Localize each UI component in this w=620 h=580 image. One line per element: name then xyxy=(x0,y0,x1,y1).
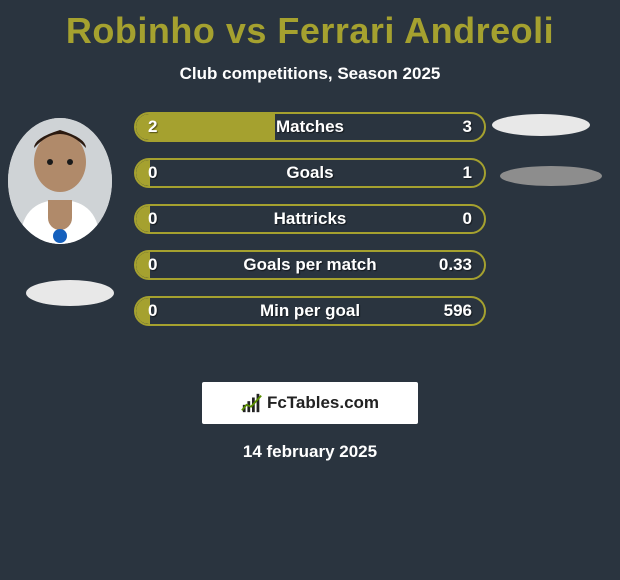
stat-row: 23Matches xyxy=(134,112,486,142)
page-title: Robinho vs Ferrari Andreoli xyxy=(0,0,620,52)
stat-row: 00.33Goals per match xyxy=(134,250,486,280)
stat-right-value: 596 xyxy=(444,301,472,321)
player-right-name-pill-2 xyxy=(500,166,602,186)
player-left-avatar xyxy=(8,118,112,244)
stat-right-value: 3 xyxy=(463,117,472,137)
source-badge-text: FcTables.com xyxy=(267,393,379,413)
stat-bar-track xyxy=(134,112,486,142)
stat-right-value: 1 xyxy=(463,163,472,183)
stat-left-value: 0 xyxy=(148,301,157,321)
stat-bar-track xyxy=(134,250,486,280)
player-right-name-pill-1 xyxy=(492,114,590,136)
stat-left-value: 2 xyxy=(148,117,157,137)
chart-icon xyxy=(241,392,263,414)
footer-date: 14 february 2025 xyxy=(0,442,620,462)
stat-right-value: 0.33 xyxy=(439,255,472,275)
stat-bar-track xyxy=(134,158,486,188)
stat-left-value: 0 xyxy=(148,209,157,229)
avatar-placeholder-icon xyxy=(8,118,112,244)
source-badge: FcTables.com xyxy=(202,382,418,424)
stat-bar-track xyxy=(134,296,486,326)
stat-left-value: 0 xyxy=(148,255,157,275)
stat-row: 0596Min per goal xyxy=(134,296,486,326)
player-left-name-pill xyxy=(26,280,114,306)
stat-bars: 23Matches01Goals00Hattricks00.33Goals pe… xyxy=(134,112,486,342)
page-subtitle: Club competitions, Season 2025 xyxy=(0,64,620,84)
stat-bar-track xyxy=(134,204,486,234)
stat-row: 00Hattricks xyxy=(134,204,486,234)
stat-row: 01Goals xyxy=(134,158,486,188)
comparison-panel: 23Matches01Goals00Hattricks00.33Goals pe… xyxy=(0,112,620,362)
stat-left-value: 0 xyxy=(148,163,157,183)
stat-right-value: 0 xyxy=(463,209,472,229)
